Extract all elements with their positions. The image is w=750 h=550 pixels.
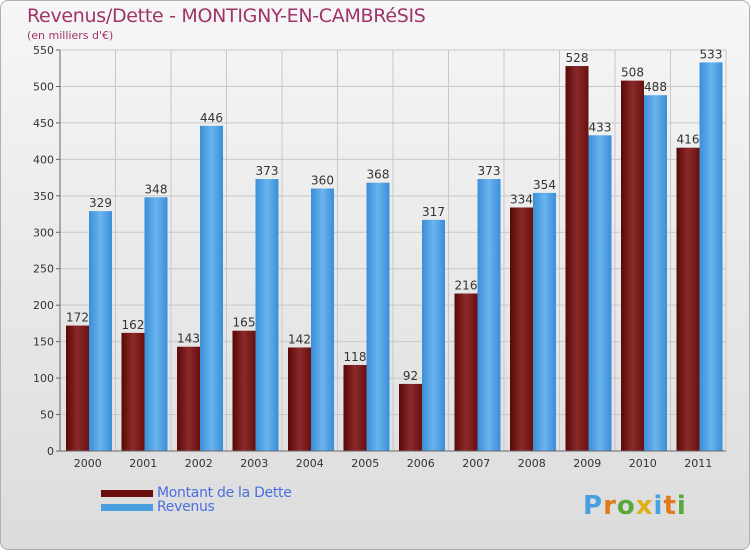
legend-swatch-debt: [101, 490, 153, 497]
y-tick-label: 50: [40, 409, 54, 422]
x-tick-label: 2011: [684, 457, 712, 470]
bar-dette: [66, 325, 89, 451]
bar-dette: [177, 346, 200, 451]
bar-dette: [565, 66, 589, 451]
x-tick-label: 2003: [240, 457, 268, 470]
bar-revenus: [366, 182, 390, 451]
y-tick-label: 100: [33, 372, 54, 385]
data-label-revenus: 329: [89, 196, 112, 210]
bar-dette: [343, 364, 367, 451]
data-label-revenus: 348: [145, 182, 168, 196]
bar-dette: [454, 293, 478, 451]
data-label-revenus: 433: [589, 120, 612, 134]
bar-revenus: [588, 135, 612, 451]
x-tick-label: 2000: [74, 457, 102, 470]
bar-dette: [621, 80, 644, 451]
data-label-revenus: 533: [700, 47, 723, 61]
axes: 0 50 100 150 200 250 300 350 400 450 500 550 2000 200…: [33, 44, 726, 470]
bar-revenus: [144, 197, 168, 451]
bar-revenus: [699, 62, 723, 452]
legend-label-debt: Montant de la Dette: [157, 485, 292, 501]
x-tick-label: 2002: [185, 457, 213, 470]
data-label-revenus: 488: [644, 80, 667, 94]
logo-letter: t: [663, 491, 677, 521]
data-label-revenus: 317: [422, 205, 445, 219]
bar-revenus: [533, 192, 556, 451]
logo-letter: o: [616, 491, 636, 521]
bar-revenus: [477, 179, 501, 452]
bar-revenus: [89, 211, 112, 451]
data-label-dette: 528: [566, 51, 589, 65]
bar-dette: [510, 207, 533, 451]
y-tick-label: 300: [33, 226, 54, 239]
y-tick-label: 550: [33, 44, 54, 57]
x-tick-label: 2009: [573, 457, 601, 470]
data-label-dette: 334: [510, 192, 533, 206]
bar-dette: [121, 332, 145, 451]
x-tick-label: 2004: [296, 457, 324, 470]
data-label-dette: 172: [66, 311, 89, 325]
y-tick-label: 200: [33, 299, 54, 312]
data-label-revenus: 368: [367, 168, 390, 182]
bar-dette: [232, 330, 256, 451]
logo-letter: P: [583, 491, 604, 521]
data-label-revenus: 354: [533, 178, 556, 192]
legend-label-revenus: Revenus: [157, 499, 215, 515]
data-label-dette: 165: [233, 316, 256, 330]
bars: 172 329 162 348 143 446 165 373 142 360 118 368 92 31…: [66, 47, 723, 452]
x-tick-label: 2010: [629, 457, 657, 470]
proxiti-logo: Proxiti: [583, 491, 687, 521]
logo-letter: i: [653, 491, 664, 521]
bar-revenus: [311, 188, 334, 451]
x-tick-label: 2005: [351, 457, 379, 470]
x-tick-label: 2007: [462, 457, 490, 470]
bar-revenus: [644, 95, 667, 451]
logo-letter: i: [676, 491, 687, 521]
x-tick-label: 2008: [518, 457, 546, 470]
data-label-revenus: 373: [478, 164, 501, 178]
data-label-revenus: 360: [311, 174, 334, 188]
data-label-dette: 216: [455, 279, 478, 293]
y-tick-label: 450: [33, 117, 54, 130]
bar-revenus: [200, 125, 223, 452]
grid: [59, 49, 727, 452]
data-label-revenus: 446: [200, 111, 223, 125]
y-tick-label: 500: [33, 80, 54, 93]
bar-dette: [399, 383, 422, 451]
data-label-dette: 416: [677, 133, 700, 147]
x-tick-label: 2006: [407, 457, 435, 470]
x-tick-label: 2001: [129, 457, 157, 470]
data-label-dette: 92: [403, 369, 418, 383]
y-tick-label: 250: [33, 263, 54, 276]
bar-revenus: [422, 219, 445, 451]
bar-dette: [676, 147, 700, 451]
data-label-dette: 118: [344, 350, 367, 364]
bar-revenus: [255, 179, 279, 452]
data-label-revenus: 373: [256, 164, 279, 178]
bar-dette: [288, 347, 311, 451]
chart-title: Revenus/Dette - MONTIGNY-EN-CAMBRéSIS: [27, 5, 426, 27]
y-tick-label: 150: [33, 336, 54, 349]
legend-swatch-revenus: [101, 504, 153, 511]
data-label-dette: 508: [621, 66, 644, 80]
chart-subtitle: (en milliers d'€): [27, 29, 114, 42]
data-label-dette: 142: [288, 332, 311, 346]
y-tick-label: 0: [47, 445, 54, 458]
y-tick-label: 350: [33, 190, 54, 203]
logo-letter: x: [635, 491, 654, 521]
logo-letter: r: [603, 491, 617, 521]
data-label-dette: 143: [177, 332, 200, 346]
y-tick-label: 400: [33, 153, 54, 166]
data-label-dette: 162: [122, 318, 145, 332]
